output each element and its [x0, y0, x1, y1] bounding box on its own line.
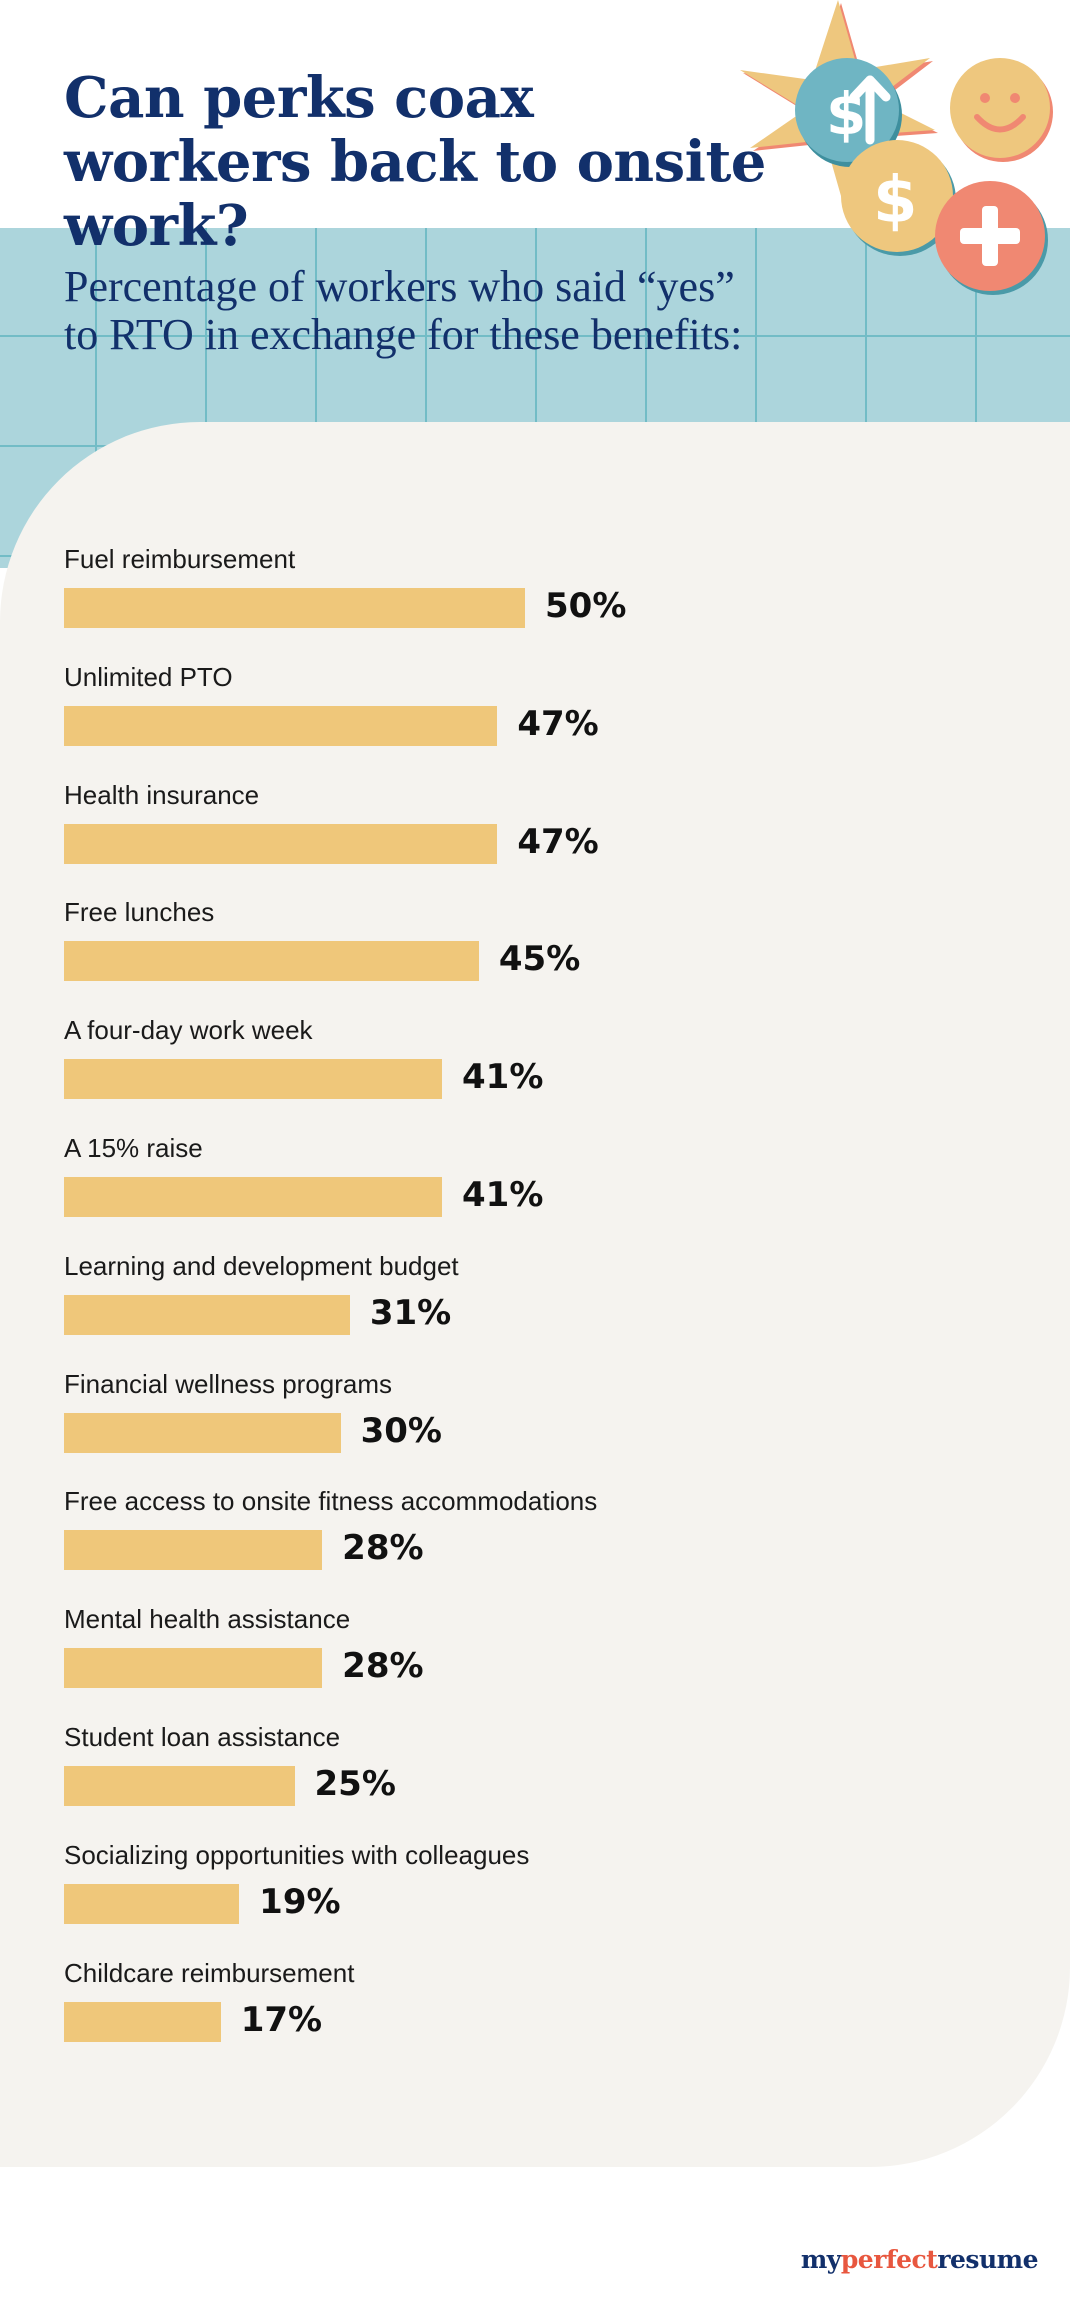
plus-icon: [935, 181, 1048, 295]
brand-part-3: resume: [937, 2245, 1038, 2274]
subtitle-line-2: to RTO in exchange for these benefits:: [64, 310, 743, 359]
subtitle: Percentage of workers who said “yes” to …: [64, 263, 824, 359]
smiley-face-icon: [950, 58, 1053, 162]
page-title: Can perks coax workers back to onsite wo…: [64, 65, 766, 259]
dollar-coin-icon: $: [841, 140, 956, 256]
chart-panel: [0, 422, 1070, 2167]
subtitle-line-1: Percentage of workers who said “yes”: [64, 262, 735, 311]
brand-part-2: perfect: [840, 2245, 938, 2274]
brand-part-1: my: [800, 2245, 841, 2274]
perks-illustration: $ $: [740, 0, 1053, 295]
svg-text:$: $: [873, 164, 918, 238]
dollar-up-arrow-icon: $: [795, 58, 902, 167]
brand-logo: myperfectresume: [800, 2245, 1039, 2274]
